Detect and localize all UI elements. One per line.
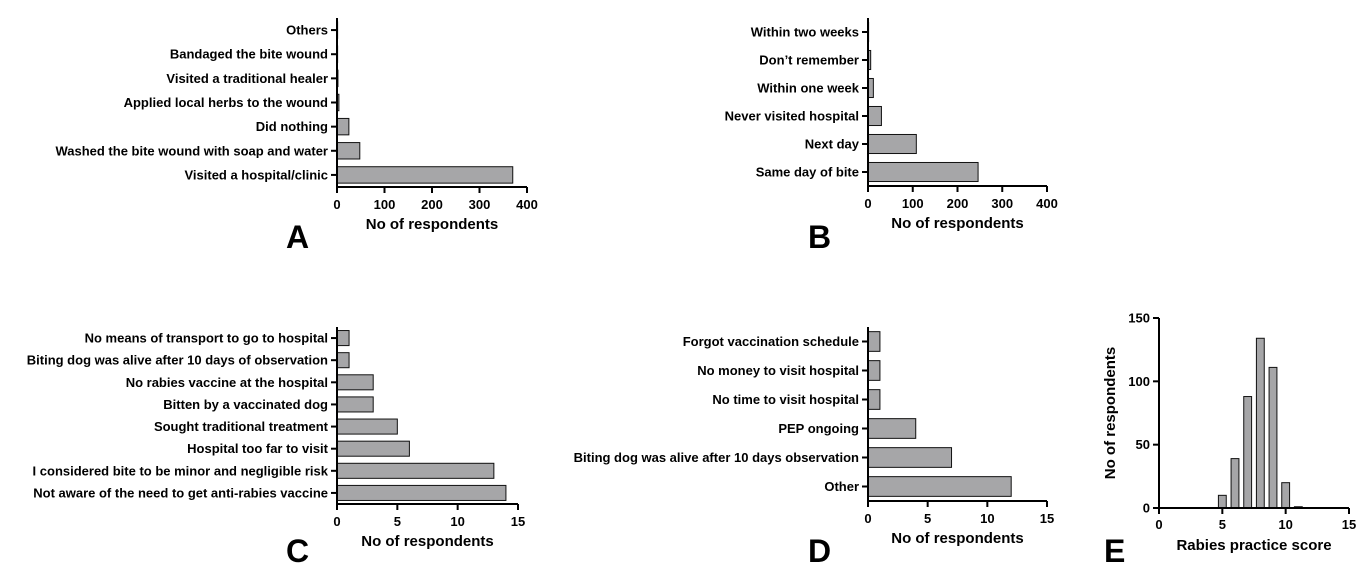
panel-b: Same day of bite Next day Never visited ho… (725, 18, 1058, 255)
x-tick-label: 15 (1040, 511, 1054, 526)
panel-letter: B (808, 219, 831, 255)
bar (1243, 396, 1253, 509)
bar (867, 331, 881, 352)
y-tick-label: 0 (1143, 501, 1150, 516)
category-label: Forgot vaccination schedule (683, 334, 859, 349)
y-tick-label: 50 (1136, 437, 1150, 452)
bar (1230, 458, 1240, 509)
panel-letter: A (286, 219, 309, 255)
panel-d: Other Biting dog was alive after 10 days … (574, 327, 1054, 569)
x-tick-label: 0 (333, 514, 340, 529)
category-label: Visited a traditional healer (166, 71, 328, 86)
x-tick-label: 100 (902, 196, 924, 211)
bar (1281, 482, 1291, 509)
x-axis-label: No of respondents (891, 215, 1024, 232)
category-label: PEP ongoing (778, 421, 859, 436)
bar (336, 352, 350, 369)
x-tick-label: 100 (374, 197, 396, 212)
y-axis-label: No of respondents (1102, 347, 1119, 480)
category-label: Biting dog was alive after 10 days obser… (574, 450, 859, 465)
bar (336, 440, 410, 457)
bar (336, 484, 507, 501)
x-tick-label: 0 (864, 196, 871, 211)
bar (867, 161, 979, 183)
x-tick-label: 5 (924, 511, 931, 526)
x-tick-label: 300 (991, 196, 1013, 211)
bar (336, 418, 398, 435)
bar (336, 330, 350, 347)
category-label: No rabies vaccine at the hospital (126, 375, 328, 390)
category-label: Don’t remember (759, 53, 859, 68)
category-label: Visited a hospital/clinic (184, 167, 328, 182)
category-label: Never visited hospital (725, 109, 859, 124)
x-tick-label: 15 (1342, 517, 1356, 532)
x-tick-label: 5 (1219, 517, 1226, 532)
x-axis-label: No of respondents (361, 533, 494, 550)
category-label: Bitten by a vaccinated dog (163, 397, 328, 412)
bar (1268, 366, 1278, 509)
bar (336, 396, 374, 413)
category-label: Applied local herbs to the wound (124, 95, 328, 110)
category-label: No means of transport to go to hospital (85, 331, 328, 346)
x-axis-label: Rabies practice score (1176, 537, 1331, 554)
x-tick-label: 300 (469, 197, 491, 212)
x-tick-label: 10 (450, 514, 464, 529)
category-label: Did nothing (256, 119, 328, 134)
x-tick-label: 10 (1278, 517, 1292, 532)
panel-letter: D (808, 533, 831, 569)
bar (867, 447, 953, 468)
bar (867, 105, 882, 127)
bar (867, 476, 1012, 497)
bar (336, 374, 374, 391)
category-label: Other (824, 479, 859, 494)
bar (336, 142, 361, 160)
bar (336, 117, 350, 136)
x-tick-label: 0 (333, 197, 340, 212)
x-axis-label: No of respondents (891, 530, 1024, 547)
category-label: Bandaged the bite wound (170, 47, 328, 62)
category-label: Washed the bite wound with soap and wate… (55, 143, 328, 158)
x-tick-label: 15 (511, 514, 525, 529)
category-label: Sought traditional treatment (154, 419, 329, 434)
x-tick-label: 10 (980, 511, 994, 526)
panel-a: Visited a hospital/clinic Washed the bite… (55, 18, 538, 255)
bar (336, 462, 495, 479)
panel-letter: C (286, 533, 309, 569)
x-tick-label: 0 (1155, 517, 1162, 532)
category-label: Within two weeks (751, 25, 859, 40)
panel-c: Not aware of the need to get anti-rabies… (27, 327, 525, 569)
bar (1217, 494, 1227, 509)
category-label: Not aware of the need to get anti-rabies… (33, 485, 328, 500)
category-label: No time to visit hospital (712, 392, 859, 407)
bar (336, 166, 514, 184)
bar (867, 133, 917, 155)
category-label: Within one week (757, 81, 859, 96)
x-tick-label: 400 (516, 197, 538, 212)
panel-letter: E (1104, 533, 1125, 569)
category-label: I considered bite to be minor and neglig… (33, 463, 329, 478)
bar (867, 389, 881, 410)
x-tick-label: 200 (421, 197, 443, 212)
x-tick-label: 400 (1036, 196, 1058, 211)
category-label: Others (286, 23, 328, 38)
bar (867, 360, 881, 381)
category-label: Next day (805, 137, 860, 152)
x-axis-label: No of respondents (366, 216, 499, 233)
category-label: No money to visit hospital (697, 363, 859, 378)
category-label: Same day of bite (756, 165, 859, 180)
bar (1255, 337, 1265, 509)
y-tick-label: 150 (1128, 311, 1150, 326)
x-tick-label: 5 (394, 514, 401, 529)
category-label: Hospital too far to visit (187, 441, 329, 456)
bar (867, 418, 917, 439)
category-label: Biting dog was alive after 10 days of ob… (27, 353, 328, 368)
x-tick-label: 200 (947, 196, 969, 211)
y-tick-label: 100 (1128, 374, 1150, 389)
x-tick-label: 0 (864, 511, 871, 526)
